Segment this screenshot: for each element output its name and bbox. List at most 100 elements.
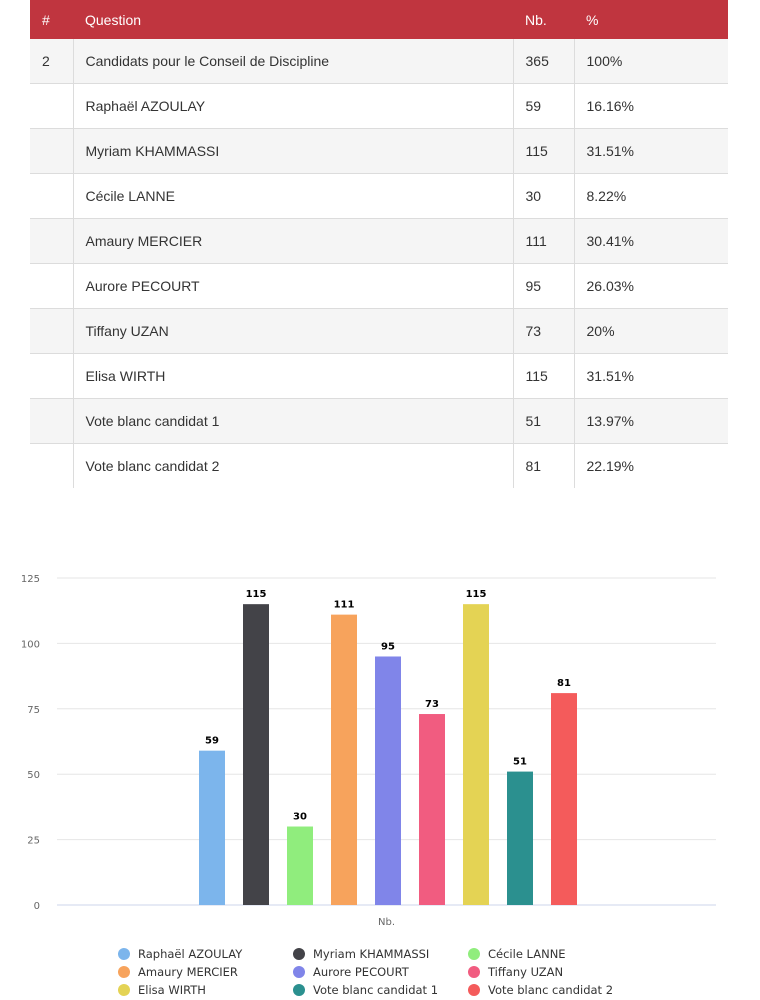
row-question: Candidats pour le Conseil de Discipline [72, 39, 513, 84]
legend-item[interactable]: Vote blanc candidat 1 [293, 982, 468, 998]
legend-item[interactable]: Aurore PECOURT [293, 964, 468, 980]
legend-marker [468, 948, 480, 960]
bar[interactable] [199, 750, 225, 905]
table-body: 2 Candidats pour le Conseil de Discipline… [30, 39, 728, 488]
y-tick-label: 100 [21, 639, 40, 650]
row-question: Raphaël AZOULAY [72, 83, 513, 129]
row-question: Elisa WIRTH [72, 353, 513, 399]
data-label: 115 [246, 589, 267, 600]
row-percent: 16.16% [573, 83, 728, 129]
table-header-row: # Question Nb. % [30, 0, 728, 39]
legend-marker [118, 966, 130, 978]
row-percent: 26.03% [573, 263, 728, 309]
row-question: Vote blanc candidat 1 [72, 398, 513, 444]
legend-item[interactable]: Elisa WIRTH [118, 982, 293, 998]
table-row: Cécile LANNE 30 8.22% [30, 173, 728, 219]
results-table: # Question Nb. % 2 Candidats pour le Cons… [30, 0, 728, 488]
legend-label: Vote blanc candidat 1 [313, 983, 439, 997]
row-percent: 20% [573, 308, 728, 354]
legend-item[interactable]: Vote blanc candidat 2 [468, 982, 648, 998]
legend-label: Cécile LANNE [488, 947, 566, 961]
table-row: Vote blanc candidat 1 51 13.97% [30, 398, 728, 444]
row-number [30, 398, 73, 444]
chart-legend: Raphaël AZOULAY Myriam KHAMMASSI Cécile LA… [118, 946, 678, 998]
bar[interactable] [507, 771, 533, 905]
header-question: Question [73, 0, 513, 39]
row-question: Myriam KHAMMASSI [72, 128, 513, 174]
row-percent: 8.22% [573, 173, 728, 219]
legend-label: Amaury MERCIER [138, 965, 238, 979]
row-percent: 31.51% [573, 128, 728, 174]
legend-label: Aurore PECOURT [313, 965, 409, 979]
row-count: 30 [512, 173, 574, 219]
bar-chart: 0 25 50 75 100 125 59 115 30 111 95 73 115 51 81 Nb. [21, 574, 716, 928]
table-row: Tiffany UZAN 73 20% [30, 308, 728, 354]
row-number [30, 218, 73, 264]
row-number: 2 [30, 39, 73, 84]
row-count: 111 [512, 218, 574, 264]
bar[interactable] [331, 614, 357, 905]
data-label: 59 [205, 736, 219, 747]
legend-marker [118, 948, 130, 960]
row-question: Cécile LANNE [72, 173, 513, 219]
bar[interactable] [551, 693, 577, 905]
row-number [30, 263, 73, 309]
bar[interactable] [463, 604, 489, 905]
y-tick-label: 0 [34, 901, 40, 912]
row-percent: 13.97% [573, 398, 728, 444]
table-row: 2 Candidats pour le Conseil de Discipline… [30, 39, 728, 84]
x-axis-label: Nb. [378, 917, 395, 928]
y-tick-label: 50 [27, 770, 40, 781]
table-row: Elisa WIRTH 115 31.51% [30, 353, 728, 399]
row-number [30, 83, 73, 129]
bar[interactable] [375, 656, 401, 905]
table-row: Aurore PECOURT 95 26.03% [30, 263, 728, 309]
row-count: 115 [512, 128, 574, 174]
data-label: 115 [466, 589, 487, 600]
legend-item[interactable]: Cécile LANNE [468, 946, 648, 962]
legend-item[interactable]: Myriam KHAMMASSI [293, 946, 468, 962]
legend-label: Raphaël AZOULAY [138, 947, 243, 961]
y-tick-label: 75 [27, 705, 40, 716]
legend-marker [118, 984, 130, 996]
data-label: 73 [425, 699, 439, 710]
row-count: 95 [512, 263, 574, 309]
row-question: Tiffany UZAN [72, 308, 513, 354]
row-question: Aurore PECOURT [72, 263, 513, 309]
row-number [30, 308, 73, 354]
legend-item[interactable]: Amaury MERCIER [118, 964, 293, 980]
row-number [30, 173, 73, 219]
row-percent: 31.51% [573, 353, 728, 399]
table-row: Vote blanc candidat 2 81 22.19% [30, 443, 728, 488]
header-count: Nb. [513, 0, 574, 39]
row-count: 365 [512, 39, 574, 84]
row-number [30, 443, 73, 488]
legend-marker [468, 966, 480, 978]
row-question: Amaury MERCIER [72, 218, 513, 264]
legend-marker [468, 984, 480, 996]
row-number [30, 128, 73, 174]
row-count: 81 [512, 443, 574, 488]
legend-label: Vote blanc candidat 2 [488, 983, 614, 997]
bar[interactable] [287, 826, 313, 905]
legend-item[interactable]: Tiffany UZAN [468, 964, 648, 980]
legend-label: Tiffany UZAN [488, 965, 564, 979]
bar[interactable] [419, 714, 445, 905]
table-row: Myriam KHAMMASSI 115 31.51% [30, 128, 728, 174]
legend-marker [293, 966, 305, 978]
legend-label: Elisa WIRTH [138, 983, 206, 997]
bar[interactable] [243, 604, 269, 905]
data-label: 30 [293, 812, 307, 823]
data-label: 95 [381, 641, 395, 652]
data-label: 111 [334, 600, 355, 611]
header-percent: % [574, 0, 728, 39]
row-count: 115 [512, 353, 574, 399]
y-tick-label: 25 [27, 836, 40, 847]
legend-marker [293, 984, 305, 996]
legend-item[interactable]: Raphaël AZOULAY [118, 946, 293, 962]
header-number: # [30, 0, 73, 39]
table-row: Amaury MERCIER 111 30.41% [30, 218, 728, 264]
table-row: Raphaël AZOULAY 59 16.16% [30, 83, 728, 129]
data-label: 81 [557, 678, 571, 689]
row-percent: 22.19% [573, 443, 728, 488]
